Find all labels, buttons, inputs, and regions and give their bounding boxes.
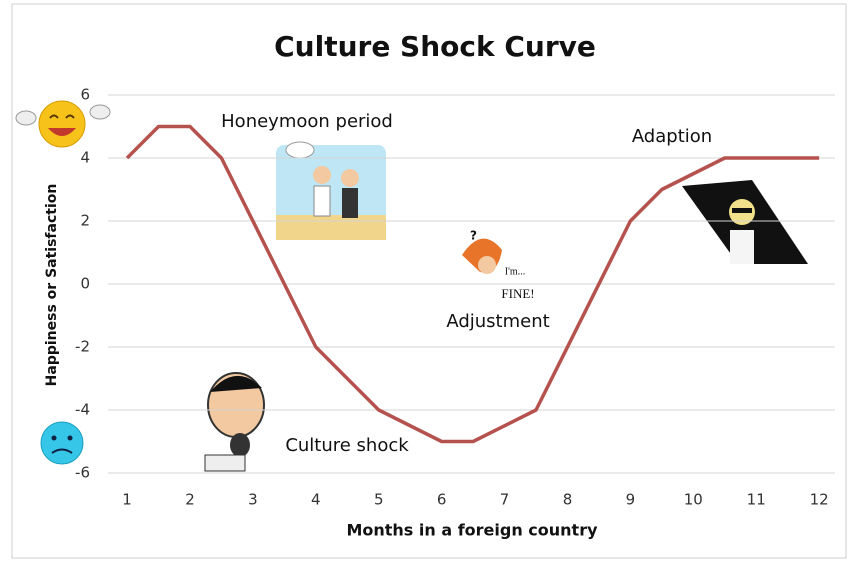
annotation: FINE! [501, 286, 534, 301]
chart-title: Culture Shock Curve [274, 30, 596, 63]
x-tick-label: 11 [747, 491, 766, 509]
x-tick-label: 10 [684, 491, 703, 509]
y-tick-label: -4 [75, 401, 90, 419]
x-tick-label: 4 [311, 491, 321, 509]
x-axis-label: Months in a foreign country [346, 521, 598, 540]
x-tick-label: 6 [437, 491, 447, 509]
y-tick-label: -6 [75, 464, 90, 482]
annotation: I'm... [505, 266, 525, 277]
chart: Culture Shock Curve Happiness or Satisfa… [0, 0, 848, 562]
annotation: Adjustment [446, 311, 549, 332]
y-axis-label: Happiness or Satisfaction [44, 184, 60, 387]
y-tick-label: 0 [80, 275, 90, 293]
x-tick-label: 9 [626, 491, 636, 509]
x-tick-label: 3 [248, 491, 258, 509]
honeymoon-cartoon [276, 142, 386, 240]
annotation: Culture shock [285, 435, 409, 456]
x-tick-label: 1 [122, 491, 132, 509]
y-tick-label: 6 [80, 86, 90, 104]
x-tick-label: 8 [563, 491, 573, 509]
y-tick-label: 4 [80, 149, 90, 167]
x-tick-label: 12 [810, 491, 829, 509]
annotation: Adaption [632, 126, 712, 147]
x-tick-label: 5 [374, 491, 384, 509]
svg-text:?: ? [470, 229, 477, 243]
x-tick-label: 7 [500, 491, 510, 509]
y-tick-label: -2 [75, 338, 90, 356]
annotation: Honeymoon period [221, 111, 393, 132]
chart-frame [12, 4, 846, 558]
x-tick-label: 2 [185, 491, 195, 509]
y-tick-label: 2 [80, 212, 90, 230]
sad-emoji [41, 422, 83, 464]
